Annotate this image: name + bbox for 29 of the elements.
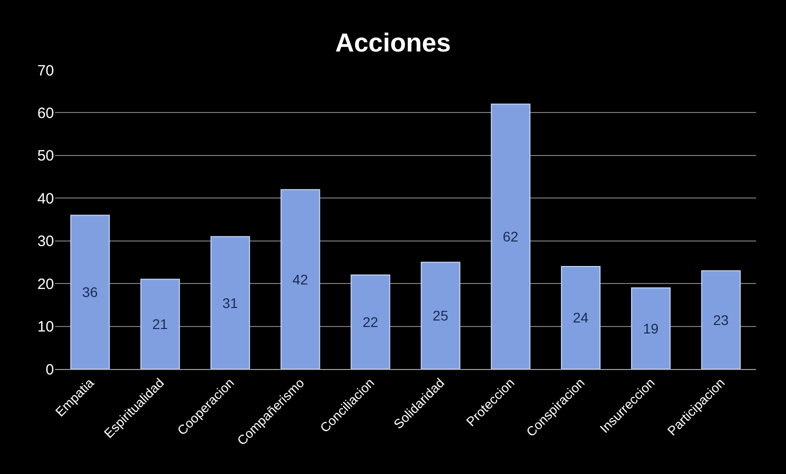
bar bbox=[350, 274, 390, 369]
y-tick-label: 0 bbox=[46, 361, 54, 378]
bar bbox=[140, 278, 180, 369]
data-label: 36 bbox=[82, 284, 98, 300]
data-label: 19 bbox=[642, 320, 659, 336]
data-label: 24 bbox=[572, 310, 589, 326]
data-label: 22 bbox=[362, 314, 378, 330]
data-label: 62 bbox=[502, 228, 519, 245]
y-tick-label: 40 bbox=[37, 190, 54, 208]
y-tick-label: 10 bbox=[37, 318, 54, 336]
data-label: 21 bbox=[152, 316, 168, 332]
data-label: 25 bbox=[432, 308, 448, 324]
bar bbox=[70, 214, 110, 369]
bar bbox=[280, 189, 320, 369]
y-tick-label: 30 bbox=[37, 233, 54, 250]
bar bbox=[560, 266, 601, 369]
chart-title: Acciones bbox=[335, 27, 451, 58]
y-tick-label: 20 bbox=[37, 276, 54, 293]
bar bbox=[420, 262, 460, 369]
data-label: 42 bbox=[292, 271, 308, 288]
y-tick-label: 50 bbox=[37, 148, 54, 165]
bar bbox=[210, 236, 250, 369]
bar bbox=[701, 270, 741, 369]
data-label: 31 bbox=[222, 294, 238, 311]
data-label: 23 bbox=[713, 312, 729, 328]
y-tick-label: 70 bbox=[37, 62, 54, 80]
bar bbox=[490, 104, 530, 369]
y-tick-label: 60 bbox=[37, 104, 54, 122]
bar bbox=[631, 287, 671, 369]
